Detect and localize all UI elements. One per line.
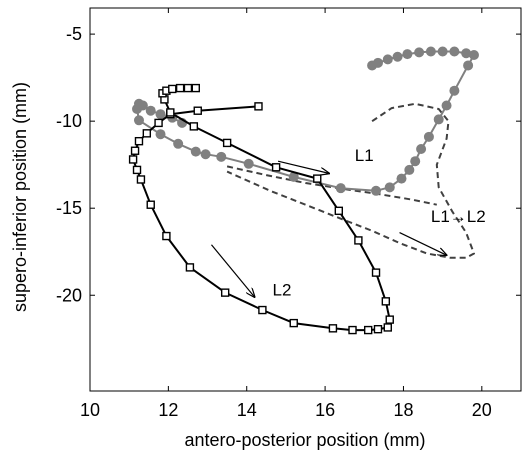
annotation-label: L2 [273,280,292,299]
data-point [437,46,448,57]
series-line [132,87,391,332]
x-axis-title: antero-posterior position (mm) [184,430,425,450]
data-point [175,83,185,93]
data-point [371,268,381,277]
series-line [226,102,475,259]
series-layer [128,46,479,335]
x-tick-label: 18 [393,400,413,420]
data-point [410,156,421,167]
data-point [145,105,156,116]
data-point [222,138,232,148]
data-point [384,182,395,193]
data-point [381,297,391,306]
annotation-label: L1 [355,146,374,165]
data-point [348,325,357,335]
data-point [392,51,403,62]
y-axis-title: supero-inferior position (mm) [10,82,30,312]
data-point [154,118,163,128]
data-point [133,115,144,126]
data-point [190,146,201,157]
data-point [425,46,436,57]
y-tick-label: -15 [56,198,82,218]
annotation-label: L1→L2 [431,207,486,226]
data-point [136,175,146,184]
data-point [254,102,263,111]
direction-arrow [277,160,329,173]
data-point [220,288,230,297]
data-point [441,100,452,111]
data-point [414,47,425,58]
data-point [142,129,152,138]
data-point [382,54,393,65]
data-point [463,60,474,71]
x-tick-label: 20 [472,400,492,420]
data-point [372,57,383,68]
direction-arrow [211,244,254,297]
x-tick-label: 16 [315,400,335,420]
data-point [363,325,373,335]
data-point [328,324,338,333]
data-point [132,165,142,175]
data-point [191,83,200,93]
data-point [468,50,479,61]
data-point [193,106,202,115]
data-point [385,315,394,324]
data-point [155,109,166,120]
x-tick-label: 12 [158,400,178,420]
data-point [162,231,171,241]
data-point [313,174,322,183]
y-tick-label: -5 [66,24,82,44]
plot-area [89,7,522,392]
data-point [423,131,434,142]
data-point [185,263,195,272]
data-point [130,146,140,155]
series-line [226,165,437,206]
y-tick-label: -10 [56,111,82,131]
data-point [216,151,227,162]
data-point [433,114,444,125]
data-point [354,236,363,245]
data-point [146,200,155,209]
series-line [136,50,475,192]
axes-frame [89,7,522,392]
data-point [258,305,267,315]
data-point [189,122,199,131]
data-point [173,138,184,149]
data-point [461,48,472,59]
y-tick-label: -20 [56,285,82,305]
annotation-layer: L1 L1→L2 L2 [211,146,486,299]
data-point [183,83,193,93]
x-tick-label: 10 [80,400,100,420]
data-point [371,185,382,196]
data-point [449,85,460,96]
data-point [243,158,254,169]
data-point [334,206,344,216]
data-point [137,100,148,111]
data-point [373,324,383,334]
data-point [416,144,427,155]
tick-layer: 10 12 14 16 18 20 -5 -10 -15 -20 [56,8,521,420]
data-point [168,84,177,94]
data-point [404,164,415,175]
direction-arrow [399,232,447,256]
data-point [383,323,392,332]
data-point [128,155,138,164]
data-point [289,318,298,328]
data-point [449,46,460,57]
data-point [396,173,407,184]
data-point [134,136,144,146]
data-point [288,171,299,182]
data-point [335,183,346,194]
data-point [155,129,166,140]
data-point [166,108,175,117]
data-point [402,49,413,60]
data-point [271,163,281,172]
data-point [200,149,211,160]
x-tick-label: 14 [237,400,257,420]
